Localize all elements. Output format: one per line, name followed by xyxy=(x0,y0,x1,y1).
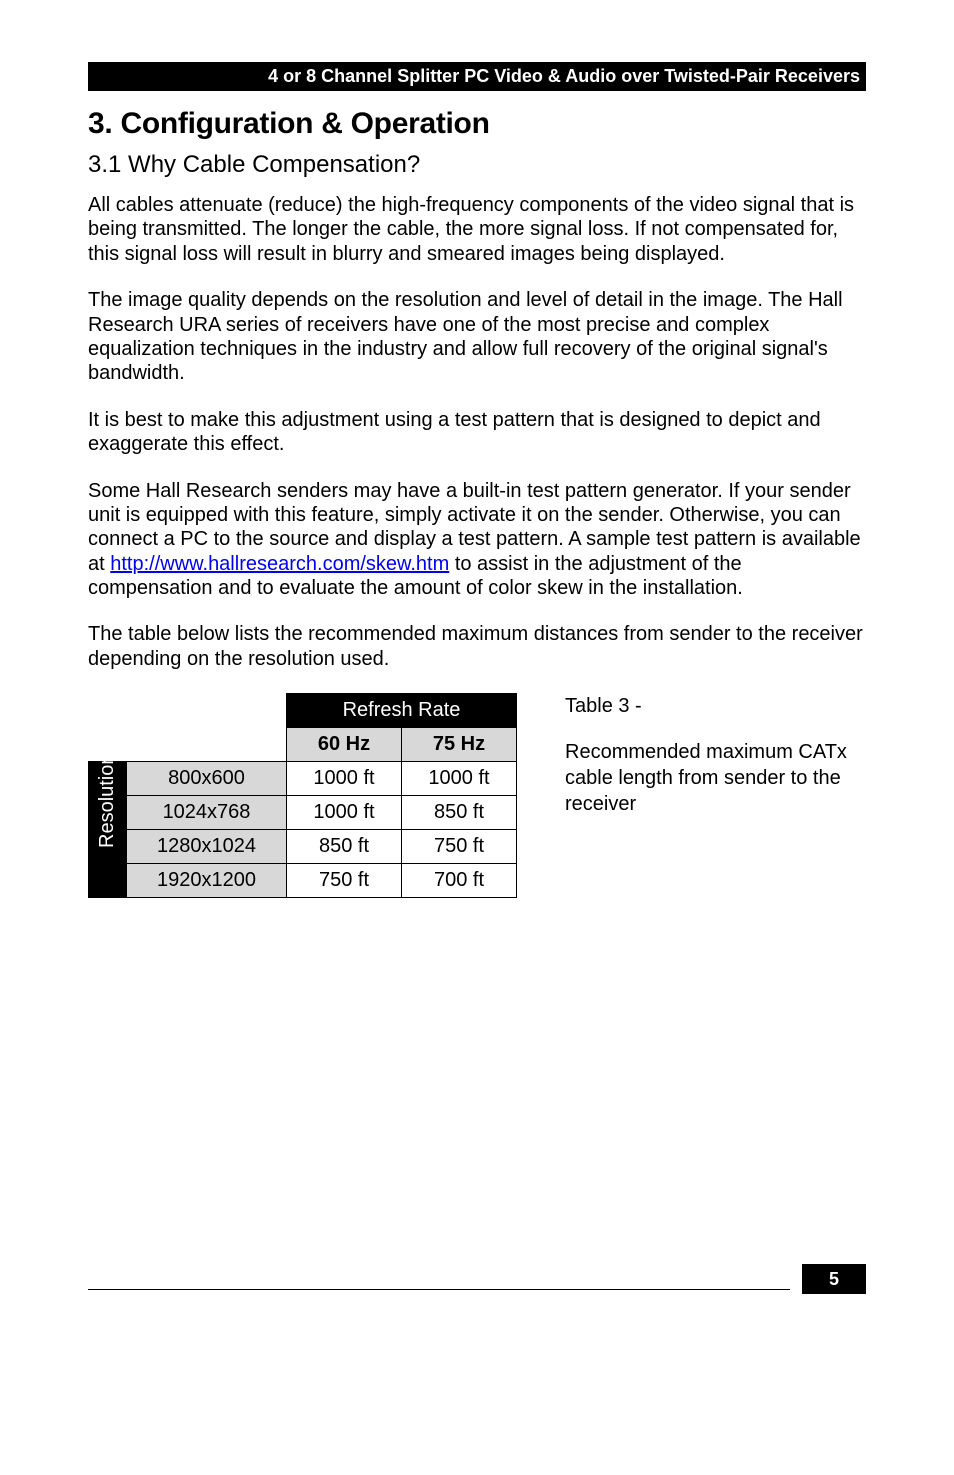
paragraph-2: The image quality depends on the resolut… xyxy=(88,288,866,386)
caption-text: Recommended maximum CATx cable length fr… xyxy=(565,739,866,817)
table-res-2: 1280x1024 xyxy=(127,830,287,864)
table-val-3-60: 750 ft xyxy=(287,864,402,898)
table-val-0-60: 1000 ft xyxy=(287,762,402,796)
page-header: 4 or 8 Channel Splitter PC Video & Audio… xyxy=(88,62,866,91)
subsection-name: Why Cable Compensation? xyxy=(128,151,420,178)
table-val-2-60: 850 ft xyxy=(287,830,402,864)
page-number: 5 xyxy=(802,1264,866,1294)
table-blank-corner-2 xyxy=(89,728,287,762)
table-res-0: 800x600 xyxy=(127,762,287,796)
skew-link[interactable]: http://www.hallresearch.com/skew.htm xyxy=(110,553,449,575)
paragraph-5: The table below lists the recommended ma… xyxy=(88,622,866,671)
table-val-3-75: 700 ft xyxy=(402,864,517,898)
paragraph-4: Some Hall Research senders may have a bu… xyxy=(88,479,866,601)
section-name: Configuration & Operation xyxy=(120,107,489,140)
paragraph-1: All cables attenuate (reduce) the high-f… xyxy=(88,193,866,266)
table-header-60hz: 60 Hz xyxy=(287,728,402,762)
table-side-label: Resolution xyxy=(89,762,127,898)
paragraph-3: It is best to make this adjustment using… xyxy=(88,408,866,457)
table-header-refresh: Refresh Rate xyxy=(287,694,517,728)
footer-rule xyxy=(88,1289,790,1290)
table-val-1-75: 850 ft xyxy=(402,796,517,830)
table-res-3: 1920x1200 xyxy=(127,864,287,898)
table-val-2-75: 750 ft xyxy=(402,830,517,864)
table-res-1: 1024x768 xyxy=(127,796,287,830)
table-val-1-60: 1000 ft xyxy=(287,796,402,830)
table-side-label-text: Resolution xyxy=(96,811,119,848)
header-title: 4 or 8 Channel Splitter PC Video & Audio… xyxy=(268,66,860,86)
page-footer: 5 xyxy=(88,1258,866,1294)
table-header-75hz: 75 Hz xyxy=(402,728,517,762)
section-title: 3. Configuration & Operation xyxy=(88,107,866,141)
subsection-number: 3.1 xyxy=(88,151,121,178)
distance-table: Refresh Rate 60 Hz 75 Hz Resolution 800x… xyxy=(88,693,517,898)
table-caption: Table 3 - Recommended maximum CATx cable… xyxy=(565,693,866,817)
subsection-title: 3.1 Why Cable Compensation? xyxy=(88,151,866,179)
section-number: 3. xyxy=(88,107,112,140)
table-and-caption: Refresh Rate 60 Hz 75 Hz Resolution 800x… xyxy=(88,693,866,898)
table-val-0-75: 1000 ft xyxy=(402,762,517,796)
caption-label: Table 3 - xyxy=(565,693,866,719)
table-blank-corner xyxy=(89,694,287,728)
